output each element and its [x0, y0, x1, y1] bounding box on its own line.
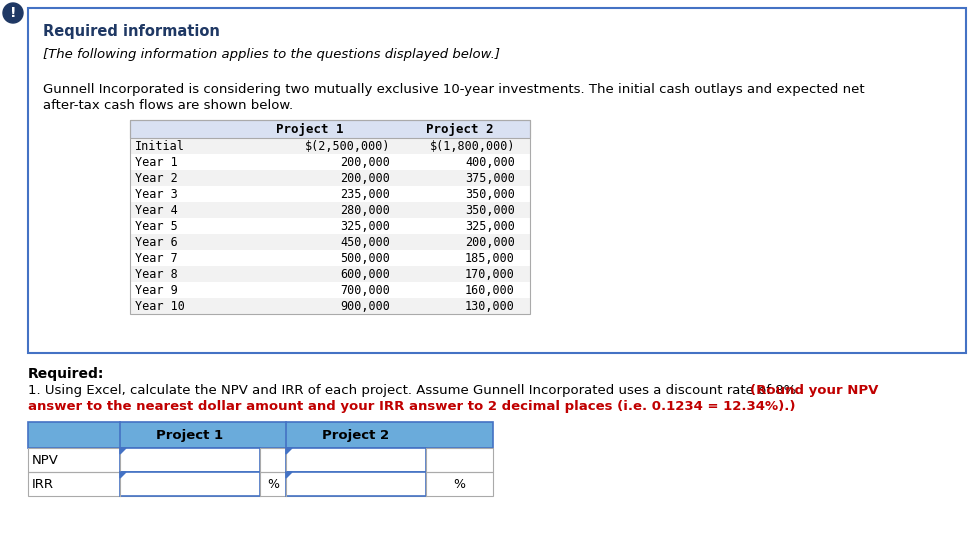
Text: 200,000: 200,000: [340, 155, 390, 168]
Text: $(2,500,000): $(2,500,000): [305, 139, 390, 152]
Text: Year 4: Year 4: [135, 203, 177, 216]
Bar: [286, 448, 426, 472]
Text: Year 1: Year 1: [135, 155, 177, 168]
Text: 900,000: 900,000: [340, 300, 390, 313]
Text: Project 1: Project 1: [157, 428, 224, 442]
Bar: [130, 298, 530, 314]
Bar: [28, 448, 493, 472]
Bar: [120, 472, 260, 496]
Bar: [130, 138, 530, 154]
Text: 280,000: 280,000: [340, 203, 390, 216]
Text: Required information: Required information: [43, 24, 220, 39]
Text: 200,000: 200,000: [466, 236, 515, 249]
Text: 200,000: 200,000: [340, 172, 390, 185]
Text: NPV: NPV: [32, 454, 58, 466]
Text: Project 1: Project 1: [277, 123, 344, 136]
Bar: [28, 472, 493, 496]
Text: !: !: [10, 6, 17, 20]
Text: Project 2: Project 2: [322, 428, 390, 442]
Text: 325,000: 325,000: [340, 220, 390, 232]
Text: Year 6: Year 6: [135, 236, 177, 249]
Bar: [130, 120, 530, 138]
Text: Year 3: Year 3: [135, 188, 177, 201]
Bar: [130, 266, 530, 282]
Polygon shape: [286, 448, 292, 454]
Text: (Round your NPV: (Round your NPV: [750, 384, 879, 397]
Text: Year 10: Year 10: [135, 300, 185, 313]
Text: 170,000: 170,000: [466, 267, 515, 280]
Text: Year 8: Year 8: [135, 267, 177, 280]
Text: 160,000: 160,000: [466, 284, 515, 296]
Bar: [28, 422, 493, 448]
Text: 1. Using Excel, calculate the NPV and IRR of each project. Assume Gunnell Incorp: 1. Using Excel, calculate the NPV and IR…: [28, 384, 805, 397]
Text: Year 7: Year 7: [135, 251, 177, 265]
Bar: [130, 120, 530, 314]
Bar: [28, 8, 966, 353]
Bar: [130, 170, 530, 186]
Text: IRR: IRR: [32, 478, 54, 491]
Bar: [130, 202, 530, 218]
Text: 350,000: 350,000: [466, 203, 515, 216]
Text: 700,000: 700,000: [340, 284, 390, 296]
Polygon shape: [286, 472, 292, 478]
Bar: [130, 234, 530, 250]
Polygon shape: [120, 448, 126, 454]
Text: 450,000: 450,000: [340, 236, 390, 249]
Text: Project 2: Project 2: [427, 123, 494, 136]
Circle shape: [3, 3, 23, 23]
Text: 235,000: 235,000: [340, 188, 390, 201]
Polygon shape: [120, 472, 126, 478]
Text: Required:: Required:: [28, 367, 104, 381]
Bar: [130, 120, 530, 138]
Bar: [28, 472, 493, 496]
Text: Gunnell Incorporated is considering two mutually exclusive 10-year investments. : Gunnell Incorporated is considering two …: [43, 83, 865, 96]
Text: 375,000: 375,000: [466, 172, 515, 185]
Text: 400,000: 400,000: [466, 155, 515, 168]
Bar: [286, 472, 426, 496]
Text: Year 9: Year 9: [135, 284, 177, 296]
Text: 325,000: 325,000: [466, 220, 515, 232]
Text: $(1,800,000): $(1,800,000): [430, 139, 515, 152]
Bar: [120, 448, 260, 472]
Text: %: %: [267, 478, 279, 491]
Text: 500,000: 500,000: [340, 251, 390, 265]
Text: [The following information applies to the questions displayed below.]: [The following information applies to th…: [43, 48, 500, 61]
Text: answer to the nearest dollar amount and your IRR answer to 2 decimal places (i.e: answer to the nearest dollar amount and …: [28, 400, 796, 413]
Text: 600,000: 600,000: [340, 267, 390, 280]
Bar: [28, 448, 493, 472]
Text: Year 2: Year 2: [135, 172, 177, 185]
Text: after-tax cash flows are shown below.: after-tax cash flows are shown below.: [43, 99, 293, 112]
Text: 185,000: 185,000: [466, 251, 515, 265]
Text: 130,000: 130,000: [466, 300, 515, 313]
Text: %: %: [454, 478, 466, 491]
Text: Initial: Initial: [135, 139, 185, 152]
Text: 350,000: 350,000: [466, 188, 515, 201]
Text: Year 5: Year 5: [135, 220, 177, 232]
